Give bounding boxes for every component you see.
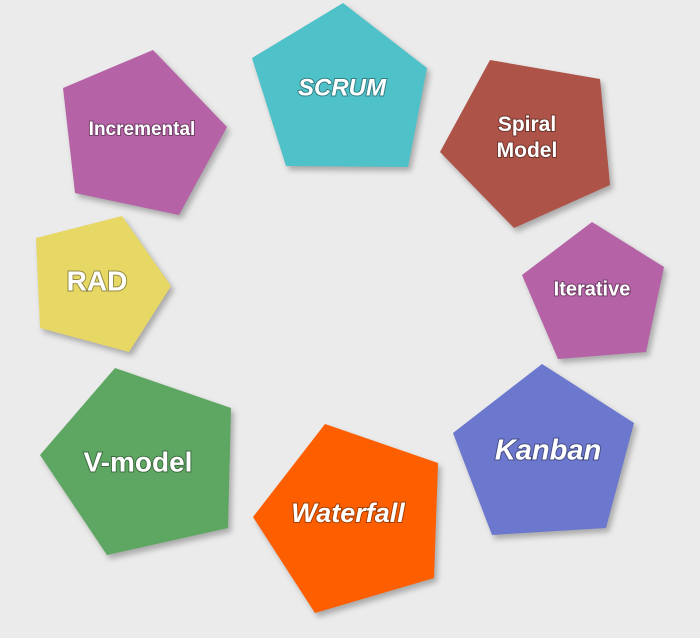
- node-kanban: Kanban: [453, 364, 634, 535]
- node-rad: RAD: [36, 216, 171, 352]
- label-spiral-model: Spiral Model: [497, 112, 558, 161]
- pentagon-waterfall: [253, 424, 438, 613]
- pentagon-rad: [36, 216, 171, 352]
- label-waterfall: Waterfall: [291, 498, 405, 528]
- node-spiral-model: Spiral Model: [440, 60, 610, 228]
- pentagon-kanban: [453, 364, 634, 535]
- pentagon-spiral-model: [440, 60, 610, 228]
- pentagon-incremental: [63, 50, 227, 215]
- label-scrum: SCRUM: [298, 74, 387, 101]
- node-iterative: Iterative: [522, 222, 664, 359]
- pentagon-v-model: [40, 368, 231, 555]
- node-v-model: V-model: [40, 368, 231, 555]
- pentagon-iterative: [522, 222, 664, 359]
- label-kanban: Kanban: [495, 435, 601, 467]
- node-incremental: Incremental: [63, 50, 227, 215]
- label-rad: RAD: [67, 265, 128, 296]
- node-waterfall: Waterfall: [253, 424, 438, 613]
- label-v-model: V-model: [84, 446, 193, 477]
- node-scrum: SCRUM: [252, 3, 427, 167]
- label-iterative: Iterative: [554, 278, 631, 300]
- pentagon-scrum: [252, 3, 427, 167]
- label-incremental: Incremental: [89, 119, 196, 140]
